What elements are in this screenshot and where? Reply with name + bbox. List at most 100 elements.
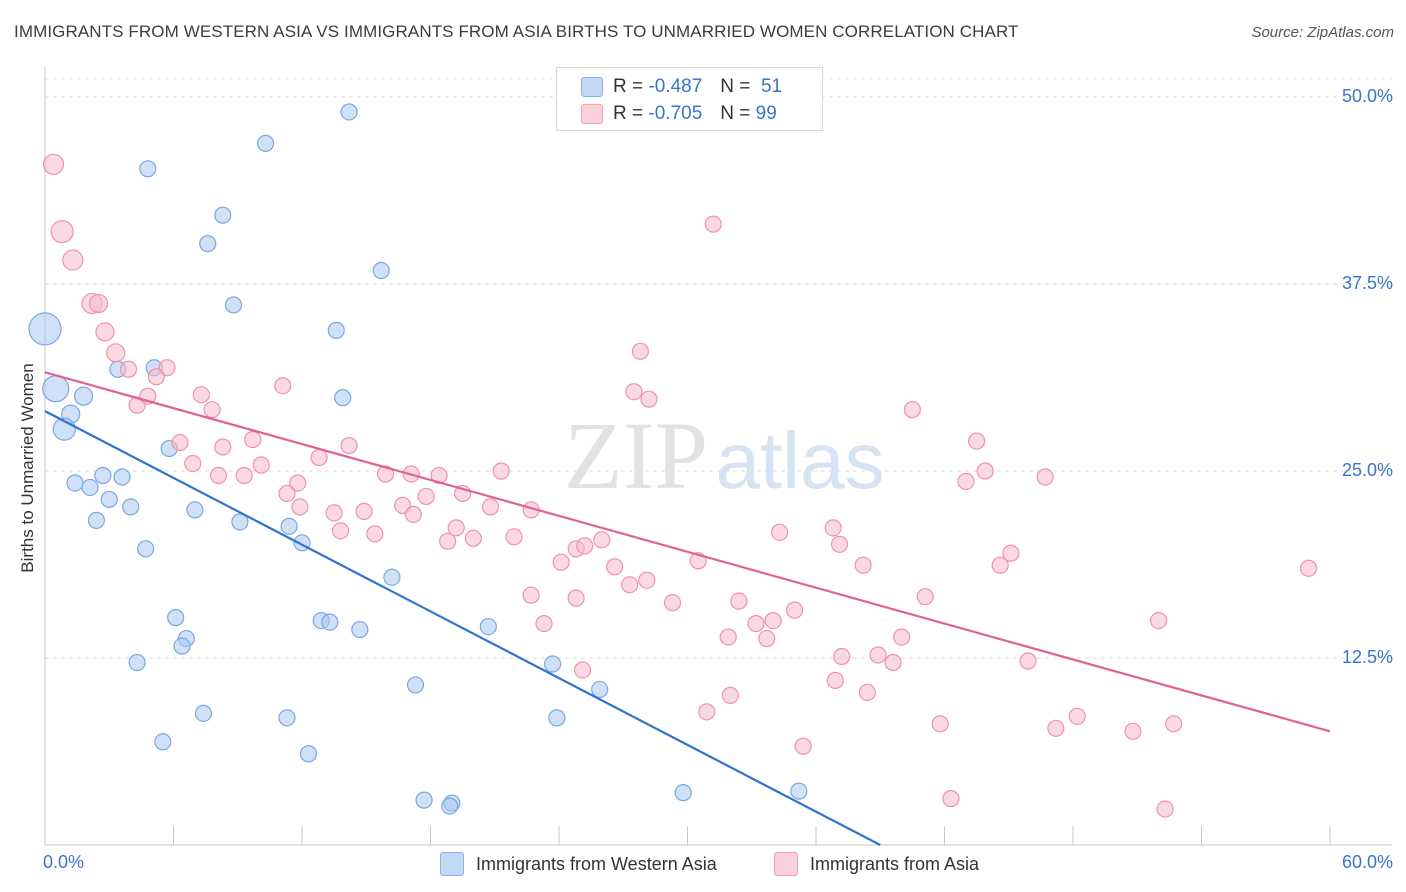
data-point xyxy=(42,153,65,175)
data-point xyxy=(826,671,844,690)
data-point xyxy=(42,375,70,403)
data-point xyxy=(439,532,457,550)
trend-lines xyxy=(44,371,1331,846)
data-point xyxy=(235,466,253,485)
data-point xyxy=(794,737,812,755)
data-point xyxy=(621,576,639,594)
data-point xyxy=(758,629,776,648)
data-point xyxy=(73,386,94,406)
data-point xyxy=(1036,468,1054,486)
data-point xyxy=(94,466,112,485)
data-point xyxy=(640,390,658,408)
data-point xyxy=(106,343,126,363)
data-point xyxy=(567,589,585,607)
data-point xyxy=(214,438,232,456)
watermark: ZIP atlas xyxy=(564,402,884,509)
data-point xyxy=(289,474,307,492)
data-point xyxy=(139,160,157,178)
data-point xyxy=(291,498,309,516)
legend-n-value: 51 xyxy=(760,76,783,97)
legend-r-label: R = xyxy=(613,76,644,97)
legend-n-value: 99 xyxy=(755,103,777,124)
correlation-legend: R = -0.487 N = 51 R = -0.705 N = 99 xyxy=(556,67,823,131)
data-point xyxy=(1019,652,1037,670)
data-points xyxy=(28,103,1318,818)
bottom-legend-swatch-western-asia xyxy=(440,852,464,876)
data-point xyxy=(417,487,435,506)
data-point xyxy=(203,401,221,419)
data-point xyxy=(573,661,592,679)
data-point xyxy=(383,568,401,586)
data-point xyxy=(1299,559,1318,577)
data-point xyxy=(884,653,902,672)
data-point xyxy=(50,220,74,244)
data-point xyxy=(62,249,84,271)
data-point xyxy=(128,653,146,672)
data-point xyxy=(119,360,138,378)
data-point xyxy=(548,709,566,727)
data-point xyxy=(790,782,808,800)
data-point xyxy=(833,647,851,666)
chart-title: IMMIGRANTS FROM WESTERN ASIA VS IMMIGRAN… xyxy=(14,22,1019,41)
data-point xyxy=(88,293,109,314)
data-point xyxy=(824,519,842,537)
data-point xyxy=(1156,800,1174,818)
data-point xyxy=(663,594,682,612)
data-point xyxy=(404,505,422,523)
data-point xyxy=(785,601,804,619)
data-point xyxy=(256,134,275,152)
data-point xyxy=(100,490,118,509)
data-point xyxy=(278,709,296,727)
data-point xyxy=(81,478,99,497)
data-point xyxy=(704,215,722,233)
data-point xyxy=(167,609,185,627)
data-point xyxy=(976,462,994,480)
data-point xyxy=(931,715,949,733)
x-tick-label-min: 0.0% xyxy=(43,852,85,872)
data-point xyxy=(698,703,716,721)
data-point xyxy=(968,432,986,450)
bottom-legend-western-asia: Immigrants from Western Asia xyxy=(440,852,717,876)
data-point xyxy=(244,430,262,449)
data-point xyxy=(334,389,352,407)
data-point xyxy=(535,614,553,633)
data-point xyxy=(631,342,649,360)
watermark-atlas: atlas xyxy=(716,416,885,505)
data-point xyxy=(830,535,849,553)
x-tick-label-max: 60.0% xyxy=(1341,852,1393,872)
data-point xyxy=(625,383,643,401)
data-point xyxy=(1124,722,1142,740)
data-point xyxy=(721,686,739,705)
data-point xyxy=(137,540,155,558)
data-point xyxy=(95,322,115,342)
data-point xyxy=(28,312,62,346)
data-point xyxy=(351,620,369,639)
data-point xyxy=(638,571,656,589)
data-point xyxy=(372,261,390,280)
y-tick-label: 25.0% xyxy=(1341,460,1393,480)
legend-row-western-asia: R = -0.487 N = 51 xyxy=(581,74,782,100)
data-point xyxy=(576,537,594,555)
data-point xyxy=(184,454,202,473)
trend-line-western-asia xyxy=(44,410,881,846)
data-point xyxy=(325,504,343,522)
data-point xyxy=(113,468,131,486)
data-point xyxy=(591,680,609,699)
data-point xyxy=(441,797,459,815)
data-point xyxy=(122,498,140,516)
legend-swatch-asia xyxy=(581,104,603,124)
data-point xyxy=(893,628,911,646)
bottom-legend-label-asia: Immigrants from Asia xyxy=(810,853,980,874)
data-point xyxy=(340,436,358,455)
bottom-legend-asia: Immigrants from Asia xyxy=(774,852,979,876)
legend-r-value: -0.705 xyxy=(648,103,703,124)
data-point xyxy=(854,556,872,574)
data-point xyxy=(522,586,540,604)
data-point xyxy=(991,556,1009,574)
data-point xyxy=(199,235,217,253)
data-point xyxy=(730,592,748,610)
data-point xyxy=(492,462,510,480)
data-point xyxy=(299,745,318,763)
data-point xyxy=(606,558,624,576)
